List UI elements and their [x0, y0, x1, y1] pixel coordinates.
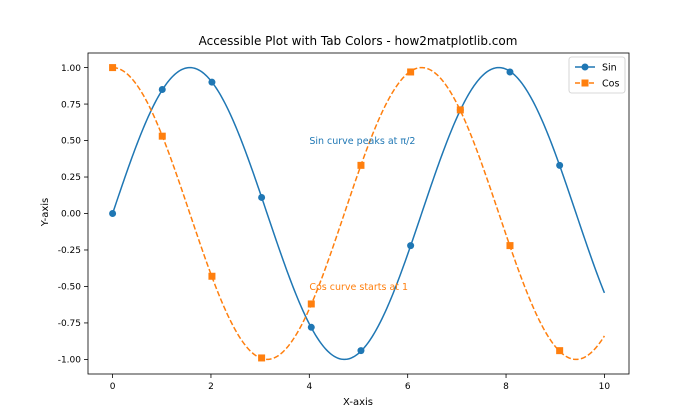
series-marker-cos — [307, 300, 315, 308]
x-tick-label: 8 — [503, 382, 509, 392]
x-axis: 0 2 4 6 8 10 — [110, 374, 611, 392]
y-tick-label: 0.25 — [61, 173, 81, 183]
x-tick-label: 2 — [208, 382, 214, 392]
series-marker-sin — [506, 68, 514, 76]
series-marker-cos — [407, 68, 415, 76]
series-marker-sin — [109, 210, 117, 217]
series-line-cos — [112, 66, 606, 361]
legend-label-sin: Sin — [602, 63, 617, 74]
legend-label-cos: Cos — [602, 79, 619, 90]
legend-marker-cos — [581, 79, 589, 87]
series-line-sin — [111, 66, 606, 361]
series-marker-sin — [407, 242, 415, 250]
y-tick-label: 0.75 — [61, 100, 81, 110]
series-marker-cos — [258, 354, 266, 362]
x-tick-label: 6 — [405, 382, 411, 392]
y-tick-label: 0.00 — [61, 210, 81, 220]
x-tick-label: 4 — [306, 382, 312, 392]
series-marker-cos — [158, 132, 166, 140]
y-tick-label: 1.00 — [61, 64, 81, 74]
legend: Sin Cos — [568, 56, 626, 94]
series-marker-sin — [556, 161, 564, 169]
legend-marker-sin — [581, 63, 589, 71]
y-tick-label: -0.75 — [58, 319, 81, 329]
annotation-sin: Sin curve peaks at π/2 — [309, 136, 415, 147]
annotations: Sin curve peaks at π/2 Cos curve starts a… — [309, 136, 415, 293]
series-marker-sin — [307, 323, 315, 331]
series-marker-cos — [556, 347, 564, 355]
y-tick-label: -0.50 — [58, 283, 82, 293]
series-marker-cos — [208, 272, 216, 280]
y-tick-label: -1.00 — [58, 356, 82, 366]
y-axis-title: Y-axis — [40, 198, 51, 228]
x-axis-title: X-axis — [343, 397, 373, 408]
chart-title: Accessible Plot with Tab Colors - how2ma… — [199, 34, 518, 48]
y-tick-label: 0.50 — [61, 137, 81, 147]
y-axis: -1.00 -0.75 -0.50 -0.25 0.00 0.25 0.50 0.75 1.00 — [58, 64, 88, 366]
y-tick-label: -0.25 — [58, 246, 81, 256]
series-marker-cos — [357, 161, 365, 169]
series-marker-cos — [506, 242, 514, 250]
series-marker-sin — [357, 347, 365, 355]
series-marker-cos — [456, 106, 464, 114]
series-marker-sin — [208, 78, 216, 86]
series-marker-sin — [158, 85, 166, 93]
annotation-cos: Cos curve starts at 1 — [309, 282, 408, 293]
series-marker-sin — [258, 193, 266, 201]
x-tick-label: 0 — [110, 382, 116, 392]
x-tick-label: 10 — [599, 382, 611, 392]
series-marker-cos — [109, 64, 117, 72]
